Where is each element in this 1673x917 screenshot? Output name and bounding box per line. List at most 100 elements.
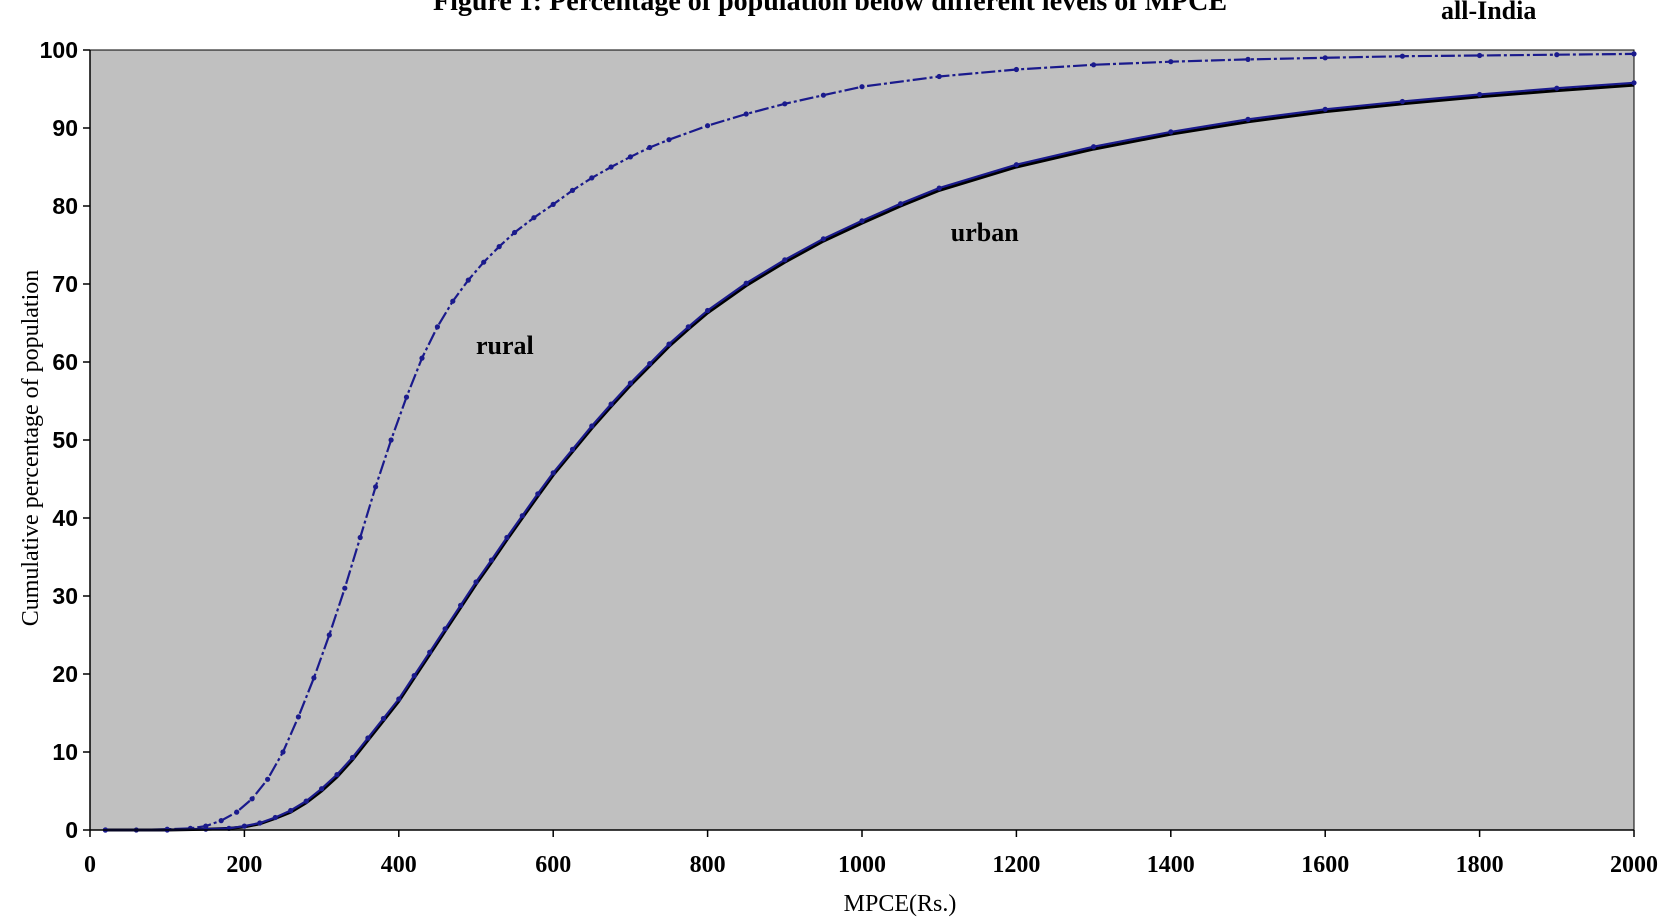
series-point-all-india — [349, 754, 356, 761]
series-point-all-india — [427, 649, 433, 655]
series-point-all-india — [1631, 80, 1637, 86]
series-point-all-india — [319, 786, 325, 792]
series-point-rural — [373, 484, 379, 490]
series-point-all-india — [288, 807, 294, 814]
series-point-all-india — [396, 696, 402, 702]
y-tick-label: 10 — [52, 739, 78, 765]
x-tick-label: 1800 — [1456, 852, 1504, 878]
series-point-rural — [1013, 66, 1020, 73]
series-point-rural — [496, 244, 502, 250]
series-point-rural — [465, 277, 471, 283]
series-point-rural — [280, 749, 286, 755]
series-point-all-india — [705, 307, 711, 314]
series-point-rural — [481, 259, 487, 265]
annotation-rural: rural — [476, 331, 534, 360]
y-tick-label: 20 — [52, 661, 78, 687]
series-point-all-india — [820, 236, 827, 242]
y-tick-label: 30 — [52, 583, 78, 609]
series-point-rural — [782, 101, 788, 107]
series-point-rural — [743, 111, 749, 117]
y-tick-label: 80 — [52, 193, 78, 219]
x-tick-label: 1000 — [838, 852, 886, 878]
series-point-all-india — [241, 823, 247, 829]
series-line-rural — [105, 52, 1635, 832]
series-point-all-india — [257, 820, 263, 826]
plot-area — [89, 49, 1635, 831]
series-point-rural — [936, 73, 942, 80]
series-point-rural — [249, 796, 255, 802]
series-point-rural — [295, 714, 301, 720]
chart-title: Figure 1: Percentage of population below… — [433, 0, 1227, 17]
series-point-all-india — [743, 280, 749, 286]
series-point-rural — [1477, 52, 1483, 59]
series-point-all-india — [458, 602, 464, 609]
series-point-all-india — [666, 341, 672, 347]
series-point-rural — [511, 229, 518, 236]
series-point-rural — [705, 123, 711, 129]
series-point-all-india — [504, 534, 510, 541]
series-point-rural — [608, 164, 614, 170]
series-layer — [102, 51, 1637, 833]
y-tick-label: 90 — [52, 115, 78, 141]
annotation-layer: rural urban all-India — [476, 0, 1536, 360]
series-point-all-india — [380, 715, 386, 722]
series-point-all-india — [203, 826, 209, 832]
x-tick-label: 1400 — [1147, 852, 1195, 878]
series-point-rural — [820, 92, 827, 98]
series-point-rural — [1091, 62, 1097, 68]
x-axis-label: MPCE(Rs.) — [844, 891, 957, 917]
series-point-rural — [1168, 59, 1174, 65]
series-point-rural — [627, 154, 634, 160]
x-tick-label: 0 — [84, 852, 96, 878]
y-tick-label: 40 — [52, 505, 78, 531]
series-point-all-india — [1013, 162, 1020, 168]
series-point-all-india — [608, 401, 614, 407]
series-point-rural — [569, 187, 576, 193]
series-point-all-india — [569, 446, 576, 452]
series-point-rural — [647, 144, 653, 151]
x-tick-label: 1600 — [1301, 852, 1349, 878]
series-point-all-india — [936, 185, 942, 191]
series-point-all-india — [685, 324, 691, 330]
series-point-all-india — [1477, 91, 1483, 98]
series-point-all-india — [550, 470, 556, 476]
series-point-rural — [218, 818, 224, 824]
series-point-rural — [1322, 55, 1328, 61]
series-point-all-india — [1168, 129, 1174, 135]
series-point-all-india — [334, 772, 340, 778]
series-point-all-india — [627, 380, 634, 386]
series-point-all-india — [1554, 85, 1560, 91]
y-axis-label: Cumulative percentage of population — [18, 270, 44, 627]
y-tick-label: 60 — [52, 349, 78, 375]
series-point-all-india — [488, 557, 494, 563]
series-line-all-india — [105, 81, 1635, 832]
x-tick-label: 400 — [381, 852, 417, 878]
x-tick-label: 200 — [226, 852, 262, 878]
series-line-urban — [105, 83, 1635, 832]
y-tick-label: 70 — [52, 271, 78, 297]
x-tick-label: 1200 — [992, 852, 1040, 878]
series-point-rural — [326, 632, 332, 638]
series-point-rural — [1631, 51, 1637, 57]
series-point-rural — [550, 201, 556, 207]
series-point-rural — [234, 809, 240, 815]
annotation-all-india: all-India — [1441, 0, 1536, 25]
series-point-rural — [666, 137, 672, 143]
series-point-all-india — [303, 798, 309, 804]
y-tick-label: 50 — [52, 427, 78, 453]
series-point-all-india — [1245, 116, 1251, 122]
annotation-urban: urban — [951, 218, 1019, 247]
series-point-rural — [265, 776, 271, 782]
series-point-all-india — [782, 257, 788, 263]
series-point-rural — [434, 324, 440, 330]
y-tick-label: 100 — [40, 37, 78, 63]
y-tick-label: 0 — [65, 817, 78, 843]
series-point-rural — [859, 84, 865, 90]
x-tick-label: 2000 — [1610, 852, 1658, 878]
series-point-rural — [357, 534, 363, 541]
series-point-all-india — [272, 814, 278, 821]
series-point-rural — [388, 437, 394, 443]
x-tick-label: 600 — [535, 852, 571, 878]
